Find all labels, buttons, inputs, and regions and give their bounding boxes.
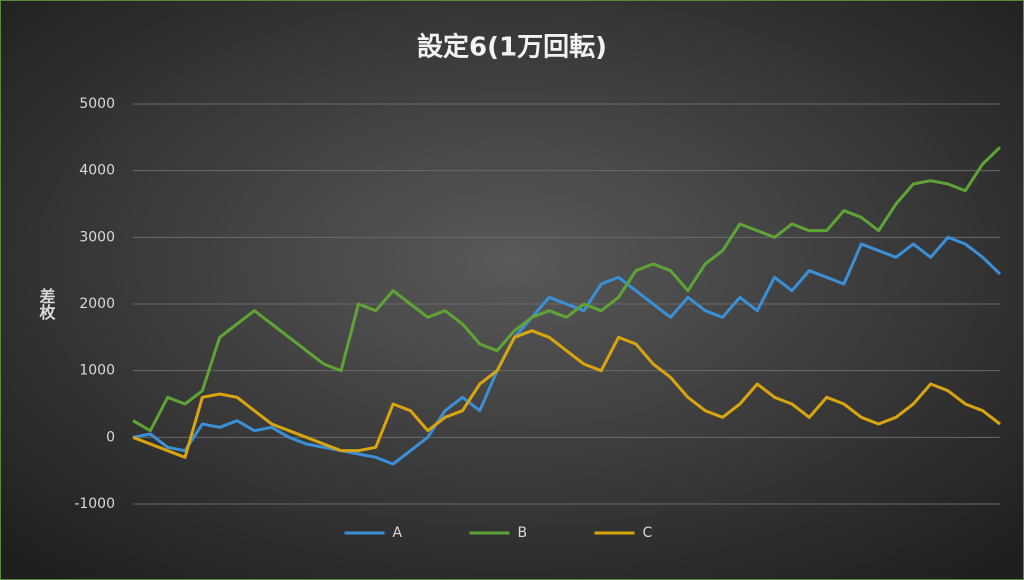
legend-label: A — [393, 525, 403, 541]
series-line — [132, 146, 1002, 433]
series-line — [132, 235, 1002, 466]
legend-label: C — [643, 525, 653, 541]
y-tick-label: 2000 — [79, 296, 115, 312]
chart-title: 設定6(1万回転) — [417, 32, 607, 63]
y-tick-label: 1000 — [79, 363, 115, 379]
legend-label: B — [518, 525, 528, 541]
y-tick-label: 5000 — [79, 96, 115, 112]
y-axis-label: 差枚 — [37, 287, 56, 321]
series-line — [132, 329, 1001, 459]
y-tick-label: -1000 — [74, 496, 115, 512]
y-tick-label: 0 — [106, 429, 115, 445]
y-tick-label: 4000 — [79, 163, 115, 179]
y-tick-label: 3000 — [79, 229, 115, 245]
